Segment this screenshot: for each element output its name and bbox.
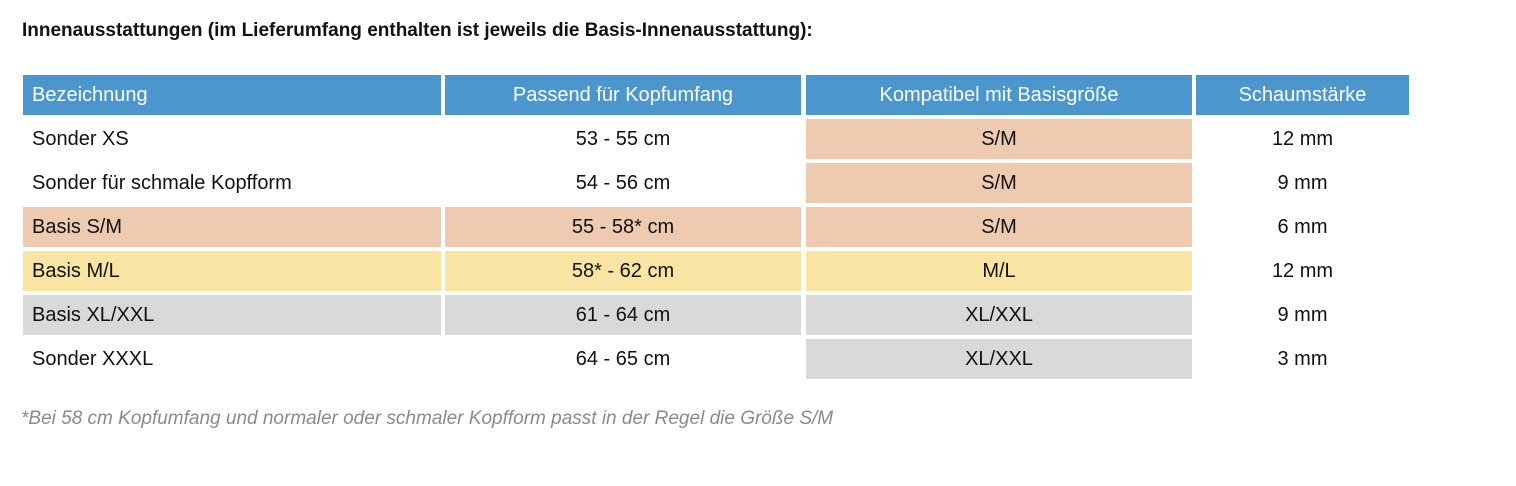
cell-name: Basis XL/XXL	[23, 295, 441, 335]
header-schaumstaerke: Schaumstärke	[1196, 75, 1409, 115]
cell-name: Sonder für schmale Kopfform	[32, 172, 292, 194]
header-kopfumfang: Passend für Kopfumfang	[445, 75, 801, 115]
section-title: Innenausstattungen (im Lieferumfang enth…	[22, 20, 813, 41]
cell-base: S/M	[806, 163, 1192, 203]
cell-range: 54 - 56 cm	[575, 172, 671, 194]
cell-base: XL/XXL	[806, 295, 1192, 335]
header-bezeichnung: Bezeichnung	[23, 75, 441, 115]
cell-foam: 6 mm	[1277, 216, 1328, 238]
cell-range: 64 - 65 cm	[575, 348, 671, 370]
cell-base: M/L	[806, 251, 1192, 291]
cell-range: 58* - 62 cm	[445, 251, 801, 291]
cell-foam: 12 mm	[1271, 260, 1334, 282]
cell-foam: 9 mm	[1277, 172, 1328, 194]
cell-foam: 9 mm	[1277, 304, 1328, 326]
cell-range: 53 - 55 cm	[575, 128, 671, 150]
cell-foam: 3 mm	[1277, 348, 1328, 370]
cell-base: S/M	[806, 207, 1192, 247]
cell-base: XL/XXL	[806, 339, 1192, 379]
cell-name: Basis M/L	[23, 251, 441, 291]
header-basisgroesse: Kompatibel mit Basisgröße	[806, 75, 1192, 115]
cell-range: 61 - 64 cm	[445, 295, 801, 335]
cell-name: Sonder XXXL	[32, 348, 154, 370]
footnote: *Bei 58 cm Kopfumfang und normaler oder …	[21, 408, 834, 429]
cell-name: Basis S/M	[23, 207, 441, 247]
cell-foam: 12 mm	[1271, 128, 1334, 150]
cell-name: Sonder XS	[32, 128, 129, 150]
cell-base: S/M	[806, 119, 1192, 159]
cell-range: 55 - 58* cm	[445, 207, 801, 247]
